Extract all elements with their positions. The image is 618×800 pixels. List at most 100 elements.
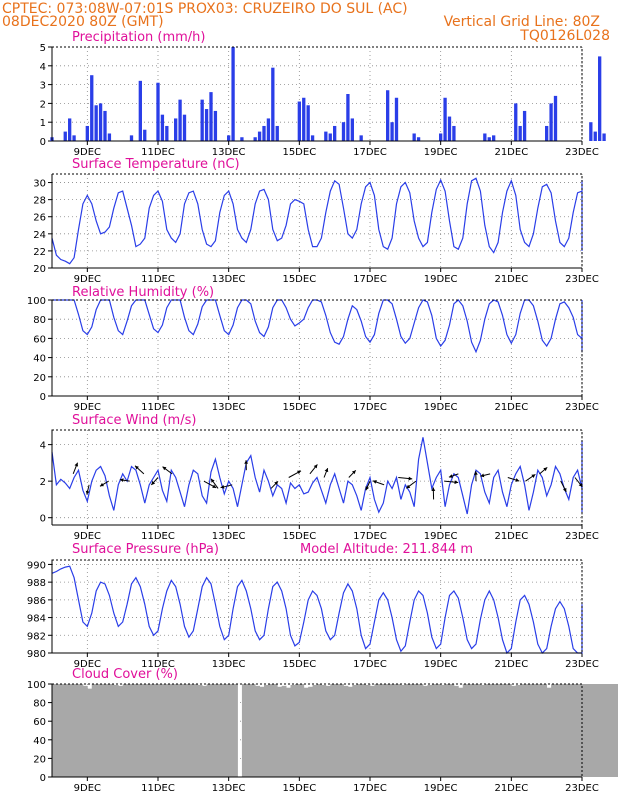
- wind-xtick-label: 13DEC: [212, 531, 246, 542]
- precipitation-bar: [492, 135, 496, 141]
- cloud-cover-area-bar: [184, 684, 190, 777]
- temperature-frame: [51, 173, 583, 269]
- wind-xtick-label: 17DEC: [353, 531, 387, 542]
- cloud-cover-area-bar: [414, 684, 419, 777]
- precipitation-bar: [143, 129, 147, 141]
- humidity-xtick-label: 17DEC: [353, 402, 387, 413]
- cloud-cover-area-bar: [555, 684, 561, 777]
- cloud-cover-area-bar: [294, 684, 300, 777]
- precipitation-bar: [174, 118, 178, 141]
- humidity-xtick-label: 19DEC: [424, 402, 458, 413]
- wind-arrow: [365, 480, 371, 491]
- precipitation-bar: [98, 103, 103, 141]
- wind-arrow: [150, 477, 159, 486]
- cloud-cover-area-bar: [431, 684, 437, 777]
- cloud-cover-area-bar: [564, 684, 570, 777]
- precipitation-bar: [333, 125, 337, 141]
- header-grid-note: Vertical Grid Line: 80Z: [444, 14, 600, 30]
- humidity-xtick-label: 15DEC: [282, 402, 316, 413]
- pressure-xtick-label: 11DEC: [141, 659, 175, 670]
- precipitation-bar: [178, 99, 182, 141]
- cloud-cover-ytick-label: 0: [40, 773, 46, 784]
- precipitation-ytick-label: 4: [40, 62, 46, 73]
- humidity-title: Relative Humidity (%): [72, 285, 214, 300]
- wind-arrow-head: [531, 474, 536, 478]
- wind-arrow-head: [480, 473, 485, 478]
- precipitation-title: Precipitation (mm/h): [72, 30, 205, 45]
- cloud-cover-area-bar: [91, 684, 97, 777]
- cloud-cover-area-bar: [228, 684, 234, 777]
- precipitation-xtick-label: 11DEC: [141, 147, 175, 158]
- precipitation-bar: [598, 56, 602, 141]
- wind-arrow: [220, 484, 233, 489]
- cloud-cover-ytick-label: 40: [33, 736, 46, 747]
- cloud-cover-area-bar: [511, 685, 517, 777]
- cloud-cover-area-bar: [436, 684, 442, 777]
- cloud-cover-area-bar: [317, 684, 322, 777]
- cloud-cover-area-bar: [542, 684, 548, 777]
- humidity-panel: Relative Humidity (%) 0 20 40 60 80 100 9DEC 11D…: [27, 285, 599, 413]
- cloud-cover-area-bar: [392, 684, 397, 777]
- precipitation-bar: [328, 133, 332, 141]
- cloud-cover-area-bar: [122, 684, 128, 777]
- temperature-ytick-label: 26: [33, 213, 46, 224]
- cloud-cover-area-bar: [515, 684, 521, 777]
- cloud-cover-area-bar: [215, 684, 221, 777]
- cloud-cover-area-bar: [356, 684, 362, 777]
- wind-arrow-head: [578, 482, 583, 487]
- cloud-cover-area-bar: [449, 684, 455, 777]
- precipitation-xtick-label: 19DEC: [424, 147, 458, 158]
- temperature-xtick-label: 13DEC: [212, 274, 246, 285]
- precipitation-bar: [72, 135, 76, 141]
- cloud-cover-area-bar: [498, 684, 503, 777]
- cloud-cover-area-bar: [268, 684, 274, 777]
- wind-arrow: [444, 480, 459, 485]
- temperature-xtick-label: 21DEC: [494, 274, 528, 285]
- wind-arrow: [85, 484, 90, 495]
- wind-xtick-label: 9DEC: [74, 531, 101, 542]
- precipitation-bar: [549, 103, 553, 141]
- wind-arrow-head: [365, 486, 370, 491]
- cloud-cover-area-bar: [595, 684, 601, 777]
- wind-arrow: [507, 477, 520, 482]
- cloud-cover-area-bar: [502, 684, 508, 777]
- cloud-cover-area-bar: [180, 684, 185, 777]
- cloud-cover-area-bar: [533, 684, 539, 777]
- precipitation-bar: [85, 125, 89, 141]
- cloud-cover-xtick-label: 13DEC: [212, 783, 246, 794]
- cloud-cover-area-bar: [347, 686, 353, 777]
- wind-arrow-head: [211, 478, 215, 483]
- humidity-xtick-label: 23DEC: [565, 402, 599, 413]
- cloud-cover-area-bar: [537, 684, 543, 777]
- temperature-xtick-label: 11DEC: [141, 274, 175, 285]
- wind-arrow-head: [313, 464, 318, 469]
- pressure-line: [51, 565, 583, 655]
- cloud-cover-area-bar: [65, 684, 71, 777]
- precipitation-bar: [553, 95, 558, 141]
- cloud-cover-area-bar: [524, 684, 530, 777]
- cloud-cover-area-bar: [484, 684, 490, 777]
- precipitation-bar: [107, 133, 112, 141]
- humidity-xtick-label: 13DEC: [212, 402, 246, 413]
- precipitation-xtick-label: 21DEC: [494, 147, 528, 158]
- cloud-cover-area-bar: [480, 684, 486, 777]
- cloud-cover-area-bar: [255, 685, 260, 777]
- precipitation-bar: [209, 92, 213, 141]
- cloud-cover-area-bar: [440, 684, 446, 777]
- header-date: 08DEC2020 80Z (GMT): [2, 14, 164, 30]
- precipitation-bar: [346, 94, 350, 141]
- cloud-cover-area-bar: [321, 684, 327, 777]
- precipitation-bar: [306, 105, 310, 141]
- cloud-cover-area-bar: [325, 685, 331, 777]
- cloud-cover-area-bar: [96, 684, 101, 777]
- wind-arrow: [134, 465, 145, 475]
- wind-arrow-head: [543, 467, 548, 472]
- pressure-xtick-label: 17DEC: [353, 659, 387, 670]
- wind-arrow-head: [408, 476, 413, 481]
- temperature-panel: Surface Temperature (nC) 20 22 24 26 28 30 9DEC…: [33, 157, 599, 285]
- cloud-cover-area-bar: [52, 684, 57, 777]
- wind-arrow: [473, 471, 478, 482]
- header-station: CPTEC: 073:08W-07:01S PROX03: CRUZEIRO D…: [2, 1, 408, 17]
- wind-arrow: [574, 477, 583, 488]
- cloud-cover-area-bar: [599, 684, 605, 777]
